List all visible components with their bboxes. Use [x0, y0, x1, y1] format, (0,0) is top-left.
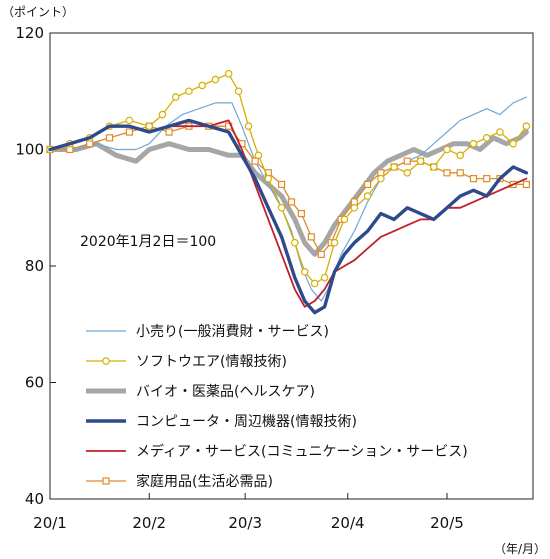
series-1-point-21 — [330, 238, 339, 247]
legend-marker-5 — [102, 477, 110, 485]
series-5-point-27 — [443, 169, 451, 177]
series-5-point-14 — [287, 198, 296, 206]
x-unit-label: （年/月） — [494, 542, 546, 556]
legend-label-2: バイオ・医薬品(ヘルスケア) — [136, 384, 315, 400]
series-1-point-8 — [185, 87, 193, 96]
legend: 小売り(一般消費財・サービス) ソフトウエア(情報技術) バイオ・医薬品(ヘルスケア… — [86, 324, 468, 490]
series-1-point-15 — [264, 174, 273, 183]
y-tick-label-2: 80 — [25, 257, 44, 275]
y-tick-label-1: 60 — [25, 374, 44, 392]
legend-item-4: メディア・サービス(コミュニケーション・サービス) — [86, 443, 468, 460]
x-tick-label-0: 20/1 — [33, 514, 67, 532]
series-1-point-32 — [469, 139, 478, 148]
legend-item-5: 家庭用品(生活必需品) — [86, 473, 273, 490]
series-1-point-25 — [377, 174, 385, 183]
series-5-point-6 — [165, 128, 173, 136]
series-1-point-20 — [320, 273, 329, 282]
series-1-point-30 — [443, 145, 451, 154]
legend-label-5: 家庭用品(生活必需品) — [136, 473, 273, 490]
legend-label-4: メディア・サービス(コミュニケーション・サービス) — [136, 443, 468, 460]
series-1-point-18 — [300, 268, 309, 276]
legend-item-1: ソフトウエア(情報技術) — [86, 354, 287, 370]
y-tick-label-3: 100 — [15, 141, 44, 159]
x-axis-ticks: 20/1 20/2 20/3 20/4 20/5 — [33, 493, 464, 532]
series-1-point-28 — [416, 157, 425, 165]
y-tick-label-4: 120 — [15, 24, 44, 42]
series-5-point-13 — [277, 180, 286, 189]
series-1-point-6 — [158, 110, 167, 119]
series-1-point-14 — [254, 151, 263, 160]
legend-item-0: 小売り(一般消費財・サービス) — [86, 324, 329, 340]
series-1-point-11 — [224, 69, 233, 78]
base-date-annotation: 2020年1月2日＝100 — [80, 234, 216, 250]
series-0 — [49, 96, 528, 302]
series-1-point-31 — [456, 151, 465, 160]
series-line-2 — [47, 129, 529, 257]
series-5-point-30 — [483, 175, 491, 183]
series-3 — [48, 118, 529, 315]
series-1-point-5 — [145, 122, 154, 131]
series-5-point-11 — [251, 157, 259, 165]
series-line-4 — [49, 119, 528, 308]
series-5-point-3 — [105, 134, 114, 142]
series-5-point-16 — [307, 233, 315, 241]
series-line-0 — [49, 96, 528, 302]
series-5-point-29 — [469, 175, 478, 183]
series-1-point-9 — [198, 81, 206, 90]
series-layer — [46, 69, 531, 315]
series-1-point-7 — [171, 93, 180, 101]
y-tick-label-0: 40 — [25, 490, 44, 508]
series-5-point-21 — [363, 180, 372, 189]
series-1-point-24 — [363, 192, 372, 200]
series-1-point-19 — [310, 279, 319, 288]
legend-item-2: バイオ・医薬品(ヘルスケア) — [86, 384, 315, 400]
legend-marker-1 — [102, 357, 110, 365]
series-1-point-33 — [482, 134, 491, 142]
legend-item-3: コンピュータ・周辺機器(情報技術) — [86, 414, 357, 430]
series-1-point-23 — [350, 203, 359, 212]
series-1-point-35 — [509, 139, 517, 148]
series-1-point-29 — [429, 163, 438, 171]
series-1-point-34 — [496, 128, 504, 136]
legend-label-1: ソフトウエア(情報技術) — [136, 354, 287, 370]
series-1-point-17 — [291, 238, 299, 247]
series-4 — [49, 119, 528, 308]
series-5-point-15 — [297, 209, 306, 218]
series-5-point-24 — [403, 157, 411, 165]
series-line-3 — [48, 118, 529, 315]
series-5-point-17 — [317, 250, 325, 258]
series-1-point-12 — [234, 87, 243, 96]
series-5-point-4 — [125, 128, 133, 136]
legend-label-0: 小売り(一般消費財・サービス) — [136, 324, 329, 340]
series-1-point-13 — [244, 122, 253, 131]
series-1-point-22 — [340, 215, 349, 224]
series-1-point-27 — [403, 169, 412, 177]
series-2 — [47, 129, 529, 257]
series-1 — [46, 69, 531, 288]
series-1-point-36 — [522, 122, 531, 131]
x-tick-label-2: 20/3 — [228, 514, 262, 532]
series-1-point-4 — [125, 116, 134, 125]
series-5-point-33 — [522, 180, 530, 189]
series-5-point-28 — [456, 169, 464, 177]
y-axis-ticks: 40 60 80 100 120 — [15, 24, 56, 508]
series-1-point-10 — [211, 75, 220, 84]
y-unit-label: （ポイント） — [2, 5, 74, 19]
x-tick-label-3: 20/4 — [331, 514, 365, 532]
x-tick-label-1: 20/2 — [132, 514, 166, 532]
legend-label-3: コンピュータ・周辺機器(情報技術) — [136, 414, 357, 430]
series-1-point-26 — [390, 163, 398, 171]
x-tick-label-4: 20/5 — [430, 514, 464, 532]
series-1-point-16 — [277, 203, 286, 212]
